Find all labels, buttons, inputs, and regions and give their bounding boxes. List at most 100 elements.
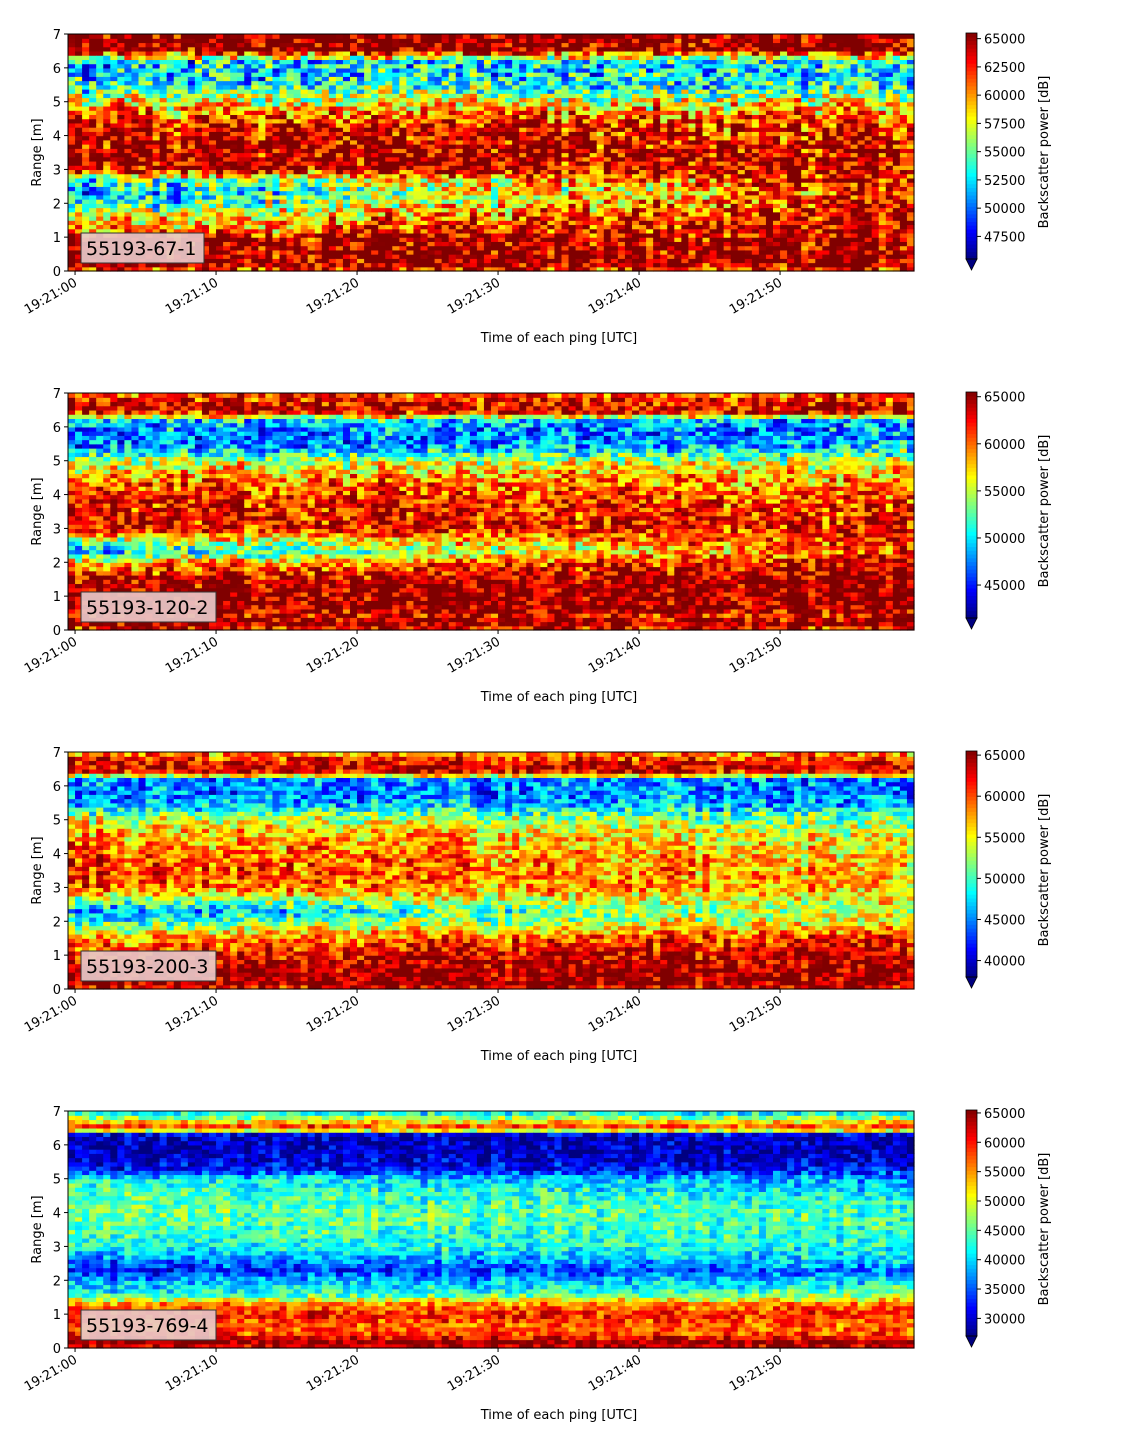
heatmap-cell [448, 50, 457, 56]
heatmap-cell [201, 139, 210, 145]
heatmap-cell [596, 258, 605, 264]
heatmap-cell [674, 148, 682, 154]
heatmap-cell [639, 160, 647, 166]
heatmap-cell [469, 182, 478, 187]
heatmap-cell [681, 63, 689, 69]
heatmap-cell [124, 194, 133, 200]
heatmap-cell [462, 211, 471, 217]
heatmap-cell [434, 182, 443, 187]
heatmap-cell [335, 173, 344, 179]
heatmap-cell [385, 215, 393, 221]
heatmap-cell [491, 80, 499, 86]
heatmap-cell [209, 258, 217, 264]
heatmap-cell [300, 177, 309, 183]
heatmap-cell [279, 131, 288, 137]
heatmap-cell [639, 55, 647, 60]
heatmap-cell [568, 55, 577, 60]
heatmap-cell [286, 266, 295, 272]
heatmap-cell [166, 55, 175, 60]
heatmap-cell [138, 67, 147, 73]
heatmap-cell [420, 177, 429, 183]
heatmap-cell [314, 199, 323, 204]
heatmap-cell [350, 34, 358, 39]
heatmap-cell [350, 55, 358, 60]
heatmap-cell [223, 232, 231, 238]
heatmap-cell [420, 118, 429, 124]
heatmap-cell [335, 131, 344, 137]
heatmap-cell [420, 122, 429, 128]
heatmap-cell [357, 148, 365, 154]
heatmap-cell [230, 190, 238, 196]
heatmap-cell [441, 42, 450, 48]
heatmap-cell [328, 186, 337, 192]
heatmap-cell [110, 139, 118, 145]
heatmap-cell [533, 59, 541, 65]
heatmap-cell [681, 101, 689, 107]
heatmap-cell [469, 76, 478, 82]
heatmap-cell [420, 173, 429, 179]
heatmap-cell [385, 237, 393, 242]
heatmap-cell [265, 220, 274, 226]
heatmap-cell [533, 72, 541, 77]
heatmap-cell [216, 258, 224, 264]
heatmap-cell [406, 101, 415, 107]
heatmap-cell [350, 262, 358, 268]
heatmap-cell [364, 55, 372, 60]
heatmap-cell [681, 228, 689, 234]
heatmap-cell [216, 72, 224, 77]
heatmap-cell [385, 165, 393, 171]
heatmap-cell [286, 211, 295, 217]
heatmap-cell [251, 55, 259, 60]
heatmap-cell [145, 50, 154, 56]
heatmap-cell [399, 224, 407, 230]
heatmap-cell [561, 139, 570, 145]
heatmap-cell [117, 165, 125, 171]
heatmap-cell [385, 262, 393, 268]
heatmap-cell [89, 101, 97, 107]
heatmap-cell [371, 131, 379, 137]
heatmap-cell [265, 266, 274, 272]
heatmap-cell [448, 215, 457, 221]
heatmap-cell [533, 169, 541, 175]
heatmap-cell [392, 169, 400, 175]
heatmap-cell [385, 38, 393, 44]
heatmap-cell [547, 110, 556, 116]
heatmap-cell [286, 127, 295, 132]
heatmap-cell [251, 215, 259, 221]
heatmap-cell [639, 89, 647, 94]
heatmap-cell [117, 118, 125, 124]
heatmap-cell [258, 34, 266, 39]
heatmap-cell [378, 110, 386, 116]
heatmap-cell [223, 160, 231, 166]
heatmap-cell [413, 67, 422, 73]
heatmap-cell [512, 42, 520, 48]
heatmap-cell [166, 165, 175, 171]
heatmap-cell [554, 207, 563, 213]
heatmap-cell [427, 38, 436, 44]
heatmap-cell [667, 228, 675, 234]
heatmap-cell [681, 173, 689, 179]
heatmap-cell [237, 224, 245, 230]
heatmap-cell [194, 97, 203, 103]
heatmap-cell [589, 186, 598, 192]
heatmap-cell [540, 237, 548, 242]
heatmap-cell [152, 186, 161, 192]
heatmap-cell [251, 232, 259, 238]
heatmap-cell [166, 228, 175, 234]
heatmap-cell [427, 241, 436, 247]
heatmap-cell [237, 55, 245, 60]
heatmap-cell [653, 114, 661, 120]
heatmap-cell [145, 203, 154, 209]
heatmap-cell [89, 211, 97, 217]
heatmap-cell [82, 165, 90, 171]
heatmap-cell [180, 194, 189, 200]
heatmap-cell [476, 127, 485, 132]
heatmap-cell [335, 72, 344, 77]
heatmap-cell [512, 237, 520, 242]
heatmap-cell [589, 160, 598, 166]
heatmap-cell [589, 127, 598, 132]
heatmap-cell [526, 228, 534, 234]
heatmap-cell [272, 118, 281, 124]
heatmap-cell [75, 177, 83, 183]
heatmap-cell [392, 93, 400, 99]
